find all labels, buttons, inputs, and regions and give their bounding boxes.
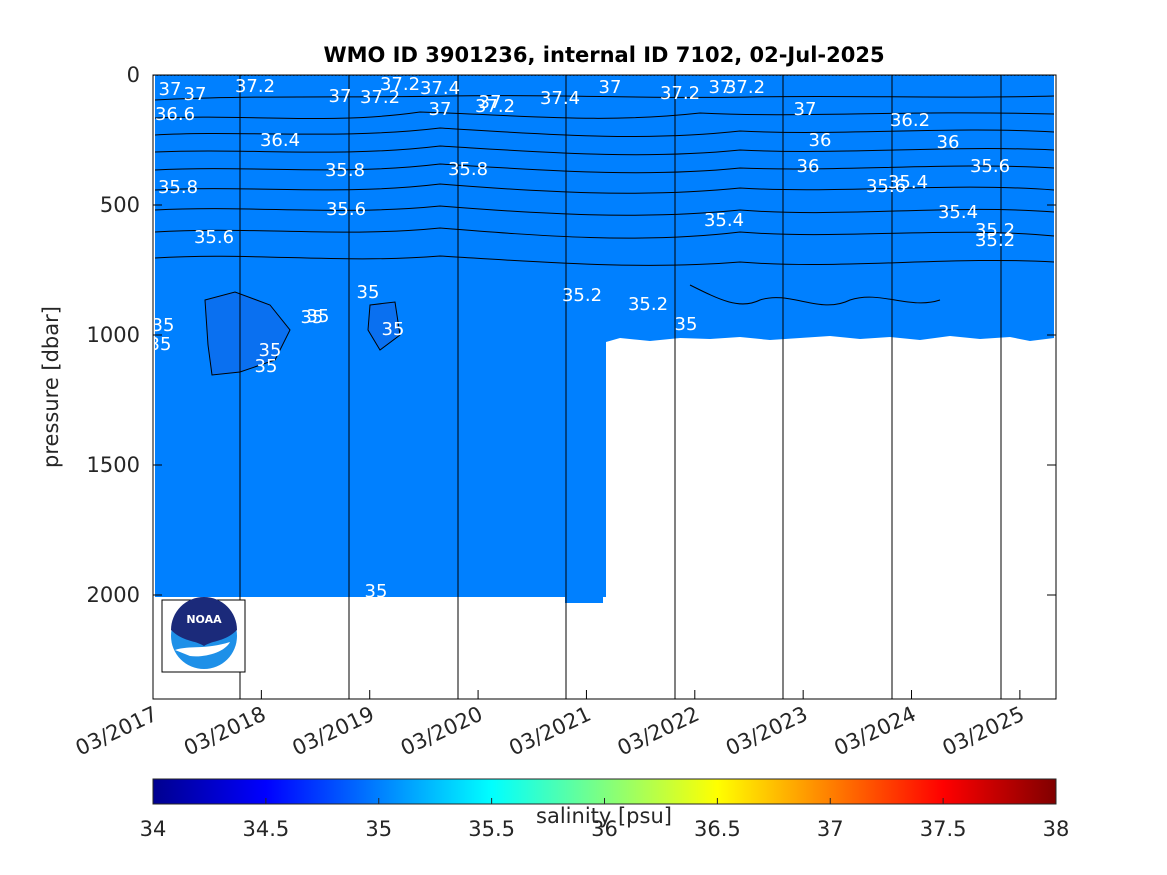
y-tick-label: 1000 [87, 323, 140, 347]
contour-label: 37 [709, 77, 732, 98]
x-tick-label: 03/2021 [505, 702, 594, 761]
colorbar: 34 34.5 35 35.5 36 36.5 37 37.5 38 salinity [psu… [140, 778, 1070, 841]
x-axis: 03/2017 03/2018 03/2019 03/2020 03/2021 03/20… [72, 690, 1028, 760]
contour-label: 35.4 [938, 202, 978, 223]
axes-box [152, 74, 1057, 700]
colorbar-tick-label: 38 [1043, 817, 1070, 841]
contour-label: 35 [365, 581, 388, 602]
contour-label: 37.2 [235, 76, 275, 97]
x-tick-label: 03/2018 [180, 702, 269, 761]
contour-label: 37 [599, 77, 622, 98]
x-tick-label: 03/2019 [289, 702, 378, 761]
contour-label: 37.2 [380, 74, 420, 95]
colorbar-label: salinity [psu] [536, 804, 672, 828]
contour-label: 37.2 [660, 83, 700, 104]
colorbar-tick-label: 36.5 [694, 817, 741, 841]
contour-label: 35 [675, 314, 698, 335]
contour-label: 37 [794, 99, 817, 120]
contour-label: 35 [357, 282, 380, 303]
contour-label: 37 [184, 84, 207, 105]
contour-label: 35 [382, 319, 405, 340]
contour-label: 35 [301, 307, 324, 328]
noaa-logo: NOAA [161, 597, 246, 673]
y-axis-label: pressure [dbar] [39, 306, 63, 468]
low-salinity-patch [205, 292, 290, 375]
x-tick-label: 03/2022 [614, 702, 703, 761]
y-tick-label: 0 [127, 63, 140, 87]
contour-label: 37.2 [475, 96, 515, 117]
y-tick-label: 1500 [87, 453, 140, 477]
contour-label: 36 [797, 156, 820, 177]
contour-label: 35.2 [975, 220, 1015, 241]
colorbar-tick-label: 35 [365, 817, 392, 841]
x-tick-label: 03/2025 [939, 702, 1028, 761]
colorbar-tick-label: 37 [817, 817, 844, 841]
colorbar-tick-label: 35.5 [468, 817, 515, 841]
y-tick-label: 2000 [87, 583, 140, 607]
contour-label: 35 [259, 340, 282, 361]
contour-label: 37 [159, 79, 182, 100]
contour-label: 37 [329, 86, 352, 107]
contour-label: 35.8 [325, 160, 365, 181]
contour-label: 35.4 [704, 210, 744, 231]
contour-label: 37.2 [360, 87, 400, 108]
contour-label: 35.6 [970, 156, 1010, 177]
colorbar-ticks: 34 34.5 35 35.5 36 36.5 37 37.5 38 [140, 798, 1070, 841]
contour-label: 35 [255, 356, 278, 377]
contour-label: 35.8 [158, 177, 198, 198]
x-tick-label: 03/2020 [397, 702, 486, 761]
contour-label: 36.4 [260, 130, 300, 151]
contour-label: 35.8 [448, 159, 488, 180]
year-marker-lines [239, 75, 1002, 699]
colorbar-tick-label: 37.5 [920, 817, 967, 841]
deep-profile-tail [565, 560, 603, 603]
colorbar-tick-label: 34 [140, 817, 167, 841]
contour-label: 37 [429, 99, 452, 120]
contour-label: 37.4 [540, 88, 580, 109]
upper-ocean-band [155, 75, 1054, 330]
contour-label: 35.4 [888, 172, 928, 193]
y-axis: 0 500 1000 1500 2000 [87, 63, 1056, 607]
contour-label: 37.2 [725, 77, 765, 98]
contour-label: 35.2 [975, 230, 1015, 251]
contour-label: 37.4 [420, 78, 460, 99]
noaa-logo-text: NOAA [186, 613, 222, 626]
colorbar-tick-label: 36 [591, 817, 618, 841]
contour-label: 36 [809, 130, 832, 151]
contour-label: 35.6 [866, 176, 906, 197]
colorbar-tick-label: 34.5 [242, 817, 289, 841]
contour-label: 35 [152, 315, 175, 336]
contour-label: 36.2 [890, 110, 930, 131]
contour-label: 35.6 [194, 227, 234, 248]
contour-label: 35.2 [562, 285, 602, 306]
chart-title: WMO ID 3901236, internal ID 7102, 02-Jul… [323, 43, 884, 67]
x-tick-label: 03/2023 [722, 702, 811, 761]
x-tick-label: 03/2017 [72, 702, 161, 761]
contour-label: 37 [479, 92, 502, 113]
contour-label: 35.2 [628, 294, 668, 315]
contour-label: 36.6 [155, 104, 195, 125]
y-tick-label: 500 [100, 193, 140, 217]
contour-label: 35.6 [326, 199, 366, 220]
x-tick-label: 03/2024 [830, 702, 919, 761]
contour-label: 35 [307, 306, 330, 327]
contour-label: 36 [937, 132, 960, 153]
low-salinity-patch [368, 302, 400, 350]
contour-lines [154, 95, 1055, 376]
contour-label: 35 [149, 334, 172, 355]
